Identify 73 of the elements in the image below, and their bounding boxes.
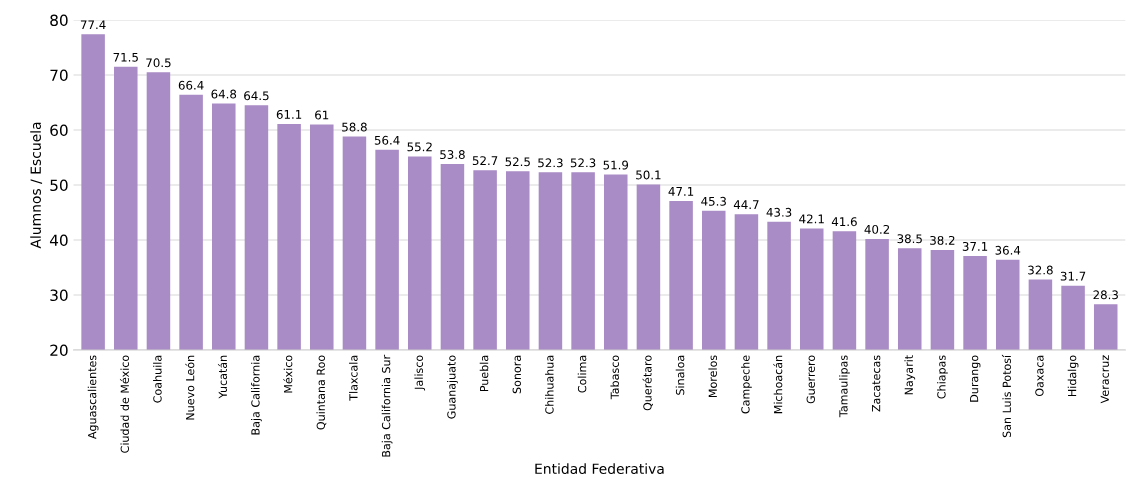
data-label: 44.7: [733, 200, 759, 209]
y-tick-label: 20: [50, 344, 68, 357]
data-label: 37.1: [962, 241, 988, 251]
y-tick-label: 30: [50, 289, 68, 302]
x-axis-title: Entidad Federativa: [535, 463, 664, 474]
y-axis-title: Alumnos / Escuela: [30, 122, 43, 249]
x-tick-label: Tabasco: [610, 355, 619, 400]
x-tick-label: Zacatecas: [872, 355, 881, 412]
data-label: 61.1: [276, 109, 302, 119]
x-tick-label: Chihuahua: [545, 355, 554, 414]
data-label: 66.4: [178, 80, 204, 90]
data-label: 51.9: [603, 160, 629, 170]
x-tick-label: México: [283, 355, 293, 393]
data-label: 52.3: [538, 158, 563, 168]
data-label: 28.3: [1093, 290, 1118, 300]
data-label: 55.2: [407, 142, 432, 152]
x-tick-label: Yucatán: [217, 355, 227, 399]
x-tick-label: Nuevo León: [185, 355, 195, 420]
x-tick-label: Nayarit: [904, 355, 916, 395]
data-label: 43.3: [766, 207, 792, 217]
data-label: 32.8: [1028, 265, 1053, 275]
x-tick-label: Baja California Sur: [381, 354, 393, 457]
data-label: 52.7: [472, 156, 498, 166]
y-tick-label: 80: [50, 14, 68, 27]
y-tick-label: 50: [50, 179, 68, 192]
x-tick-label: Hidalgo: [1067, 355, 1079, 397]
x-tick-label: Puebla: [479, 355, 489, 392]
data-label: 71.5: [113, 52, 138, 62]
x-tick-label: Tamaulipas: [839, 355, 850, 418]
x-tick-label: Tlaxcala: [349, 355, 358, 401]
data-label: 58.8: [342, 122, 367, 132]
data-label: 38.2: [930, 235, 955, 245]
data-label: 45.3: [701, 196, 726, 206]
data-label: 52.3: [570, 158, 596, 168]
data-label: 36.4: [995, 245, 1021, 255]
data-label: 47.1: [668, 187, 694, 196]
x-tick-label: Campeche: [741, 355, 752, 414]
x-tick-label: Coahuila: [153, 355, 162, 403]
x-tick-label: Sonora: [512, 355, 521, 394]
data-label: 52.5: [505, 157, 530, 167]
x-tick-label: Durango: [970, 355, 981, 402]
x-tick-label: Jalisco: [414, 355, 426, 391]
y-tick-label: 70: [50, 69, 68, 82]
data-label: 41.6: [831, 217, 857, 227]
data-label: 50.1: [636, 170, 661, 180]
x-tick-label: Colima: [577, 355, 587, 393]
y-tick-label: 60: [50, 124, 68, 137]
data-label: 53.8: [440, 150, 465, 160]
x-tick-label: Baja California: [251, 355, 262, 435]
x-tick-label: Querétaro: [642, 355, 653, 411]
x-tick-label: Oaxaca: [1035, 355, 1044, 397]
y-tick-label: 40: [49, 234, 68, 247]
x-tick-label: Quintana Roo: [316, 355, 327, 430]
data-label: 40.2: [864, 224, 890, 234]
data-label: 61: [315, 110, 329, 120]
x-tick-label: Guerrero: [806, 355, 815, 404]
x-tick-label: Morelos: [708, 355, 717, 397]
data-label: 56.4: [374, 135, 400, 145]
data-label: 77.4: [80, 20, 106, 30]
x-tick-label: Michoacán: [773, 355, 783, 414]
data-label: 38.5: [897, 234, 922, 244]
x-tick-label: Veracruz: [1100, 355, 1109, 404]
data-label: 64.5: [244, 91, 269, 101]
data-label: 42.1: [799, 214, 824, 224]
x-tick-label: Ciudad de México: [119, 355, 129, 453]
data-label: 31.7: [1060, 271, 1086, 281]
x-tick-label: Guanajuato: [447, 355, 458, 419]
data-label: 70.5: [146, 58, 171, 68]
x-tick-label: Chiapas: [937, 355, 948, 399]
x-tick-label: Aguascalientes: [87, 355, 99, 440]
x-tick-label: San Luis Potosí: [1001, 354, 1011, 438]
data-label: 64.8: [211, 89, 237, 99]
x-tick-label: Sinaloa: [675, 355, 685, 395]
